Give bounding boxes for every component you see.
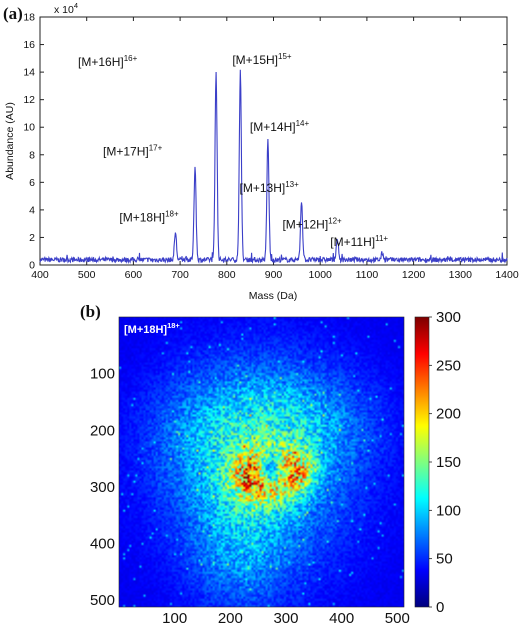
y-tick-label: 6 [29,177,35,189]
heatmap-title: [M+18H]18+ [124,321,180,336]
colorbar-tick-label: 150 [436,454,461,471]
y-tick-label: 4 [29,204,35,216]
peak-label: [M+16H]16+ [78,54,138,69]
heatmap-y-tick-label: 200 [90,422,115,439]
peak-label: [M+17H]17+ [103,143,163,158]
y-axis-label: Abundance (AU) [4,102,16,180]
heatmap-y-axis: 100 200 300 400 500 [90,366,115,610]
peak-label: [M+13H]13+ [240,180,300,195]
heatmap-x-tick-label: 100 [162,610,187,623]
colorbar-tick-label: 250 [436,357,461,374]
heatmap-y-tick-label: 500 [90,592,115,609]
spectrum-series-line [39,69,508,265]
heatmap-x-tick-label: 300 [273,610,298,623]
peak-label: [M+12H]12+ [282,216,342,231]
panel-a-letter: (a) [3,4,23,23]
colorbar-axis: 0 50 100 150 200 250 300 [429,309,461,616]
y-tick-label: 0 [29,260,35,272]
y-axis: 0 2 4 6 8 10 12 14 16 18 [23,12,507,272]
heatmap-x-tick-label: 200 [218,610,243,623]
colorbar-tick-label: 50 [436,551,453,568]
y-exponent-label: x 104 [54,1,78,16]
peak-label: [M+14H]14+ [250,119,310,134]
x-axis-label: Mass (Da) [249,290,297,302]
peak-label: [M+15H]15+ [232,52,292,67]
x-tick-label: 1400 [495,269,519,281]
panel-b-letter: (b) [80,302,101,321]
image-heatmap: [M+18H]18+ 100 200 300 400 500 1002003004005… [90,309,461,623]
y-tick-label: 8 [29,149,35,161]
x-tick-label: 800 [218,269,236,281]
heatmap-y-tick-label: 100 [90,366,115,383]
y-tick-label: 18 [23,12,35,24]
colorbar-tick-label: 300 [436,309,461,326]
peak-label: [M+18H]18+ [119,209,179,224]
colorbar-tick-label: 0 [436,599,444,616]
heatmap-x-axis: 100 200 300 400 500 [162,610,410,623]
x-tick-label: 1000 [309,269,333,281]
heatmap-image [119,317,404,607]
heatmap-y-tick-label: 300 [90,479,115,496]
peak-label: [M+11H]11+ [330,234,388,249]
x-tick-label: 900 [265,269,283,281]
heatmap-x-tick-label: 500 [385,610,410,623]
x-tick-label: 1100 [356,269,379,281]
x-axis: 400 500 600 700 800 900 1000 1100 1200 1300 1400 [31,17,519,281]
y-tick-label: 2 [29,232,35,244]
heatmap-y-tick-label: 400 [90,536,115,553]
heatmap-x-tick-label: 400 [329,610,354,623]
x-tick-label: 1200 [402,269,426,281]
x-tick-label: 600 [125,269,143,281]
y-tick-label: 16 [23,39,35,51]
colorbar-tick-label: 100 [436,502,461,519]
colorbar-tick-label: 200 [436,406,461,423]
y-tick-label: 12 [23,94,35,106]
y-tick-label: 10 [23,122,35,134]
colorbar-gradient [415,317,429,607]
x-tick-label: 1300 [449,269,473,281]
y-tick-label: 14 [23,67,35,79]
heatmap-frame [118,316,405,608]
peak-annotations: [M+18H]18+ [M+17H]17+ [M+16H]16+ [M+15H]15+… [78,52,388,249]
x-tick-label: 700 [171,269,189,281]
spectrum-chart: 0 2 4 6 8 10 12 14 16 18 400 500 600 700 800 900 1000 11… [4,12,519,303]
x-tick-label: 500 [78,269,96,281]
x-tick-label: 400 [31,269,49,281]
